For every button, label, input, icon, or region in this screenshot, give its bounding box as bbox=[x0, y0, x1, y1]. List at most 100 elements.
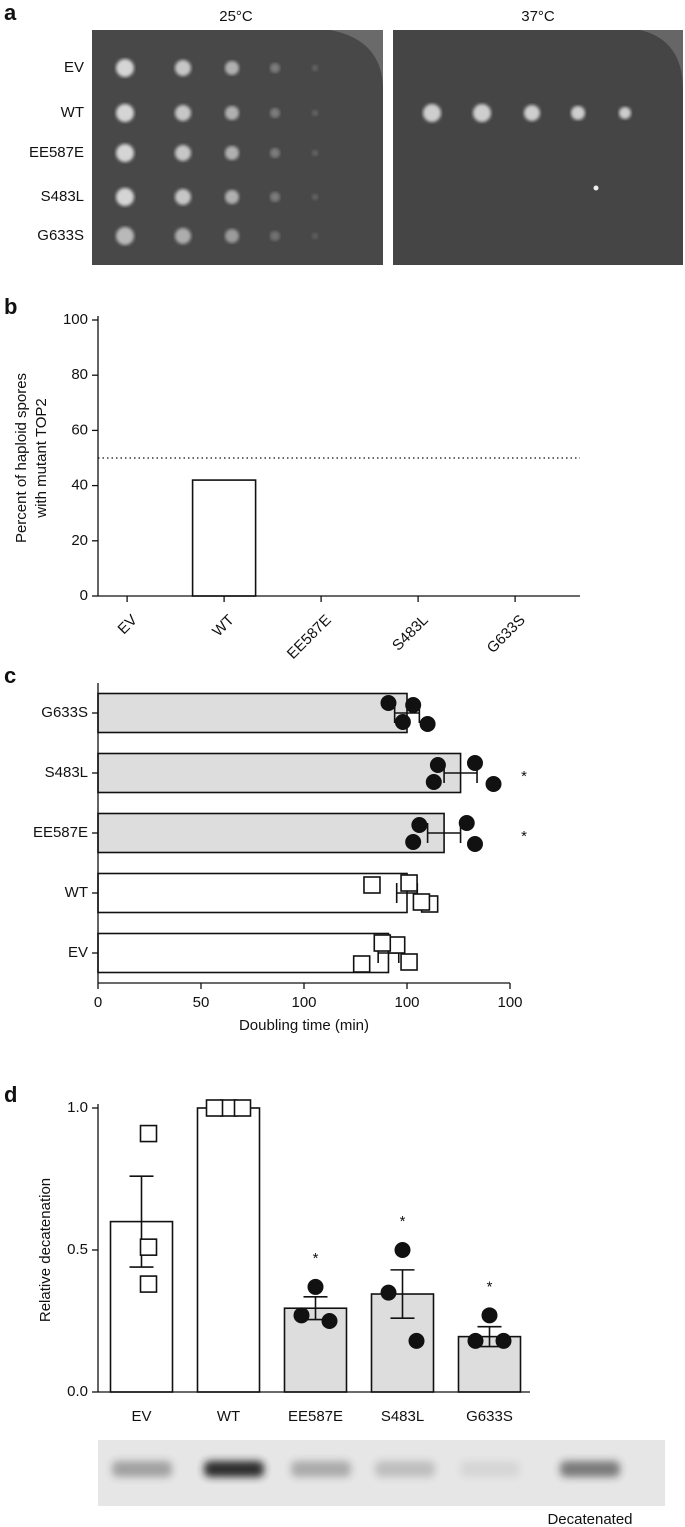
data-point bbox=[429, 757, 446, 773]
y-tick-label: EE587E bbox=[33, 824, 88, 841]
x-tick-label: 100 bbox=[291, 994, 316, 1011]
y-tick-label: G633S bbox=[41, 704, 88, 721]
gel-band bbox=[204, 1461, 264, 1477]
x-tick-label: 0 bbox=[94, 994, 102, 1011]
x-tick-label: 100 bbox=[497, 994, 522, 1011]
panel-label: a bbox=[4, 0, 17, 25]
gel bbox=[112, 1461, 620, 1477]
gel-label: Decatenated bbox=[547, 1511, 632, 1527]
data-point bbox=[458, 815, 475, 831]
x-tick-label: EV bbox=[115, 612, 141, 638]
significance-mark: * bbox=[400, 1213, 406, 1230]
data-point bbox=[139, 1238, 158, 1256]
y-tick-label: 20 bbox=[71, 532, 88, 549]
x-tick-label: G633S bbox=[484, 612, 529, 657]
spot bbox=[270, 192, 280, 202]
x-tick-label: S483L bbox=[381, 1408, 424, 1425]
x-tick-label: S483L bbox=[389, 612, 432, 655]
data-point bbox=[233, 1099, 252, 1117]
x-tick-label: 100 bbox=[394, 994, 419, 1011]
plates: a 25°C 37°C EV WT EE587E S483L G633S bbox=[4, 0, 683, 265]
spot bbox=[619, 107, 631, 119]
data-point bbox=[485, 776, 502, 792]
spot bbox=[270, 231, 280, 241]
spot bbox=[593, 185, 599, 191]
panel-label: b bbox=[4, 294, 17, 319]
bar bbox=[97, 812, 445, 854]
plate-rim bbox=[330, 30, 383, 90]
x-tick-label: EV bbox=[131, 1408, 151, 1425]
strain-label: G633S bbox=[37, 227, 84, 244]
data-point bbox=[425, 774, 442, 790]
x-tick-label: EE587E bbox=[284, 612, 335, 663]
x-tick-label: WT bbox=[217, 1408, 240, 1425]
data-point bbox=[466, 755, 483, 771]
data-point bbox=[139, 1124, 158, 1143]
data-point bbox=[481, 1307, 498, 1324]
y-tick-label: WT bbox=[65, 884, 88, 901]
condition-label: 37°C bbox=[521, 8, 555, 25]
condition-label: 25°C bbox=[219, 8, 253, 25]
strain-label: EE587E bbox=[29, 144, 84, 161]
spot bbox=[175, 60, 191, 76]
data-point bbox=[405, 834, 422, 850]
data-point bbox=[139, 1275, 158, 1293]
y-axis-label: Percent of haploid spores bbox=[13, 373, 30, 543]
y-axis-label: Relative decatenation bbox=[37, 1178, 54, 1322]
strain-label: WT bbox=[61, 104, 84, 121]
significance-mark: * bbox=[521, 828, 527, 845]
data-point bbox=[408, 1332, 425, 1349]
gel-band bbox=[560, 1461, 620, 1477]
panel-label: c bbox=[4, 663, 16, 688]
data-point bbox=[405, 697, 422, 713]
data-point bbox=[321, 1313, 338, 1329]
y-tick-label: 100 bbox=[63, 311, 88, 328]
plate-image bbox=[393, 30, 683, 265]
plate-rim bbox=[640, 30, 683, 90]
spot bbox=[116, 104, 134, 122]
spot bbox=[225, 190, 239, 204]
data-point bbox=[352, 955, 371, 973]
data-point bbox=[394, 1242, 411, 1258]
spot bbox=[116, 227, 134, 245]
chart: b 0 20 40 60 80 100 Percent of haploid spores wi… bbox=[4, 294, 580, 663]
x-tick-label: G633S bbox=[466, 1408, 513, 1425]
spot bbox=[571, 106, 585, 120]
data-point bbox=[205, 1099, 224, 1117]
spot bbox=[312, 233, 318, 239]
spot bbox=[270, 63, 280, 73]
data-point bbox=[400, 953, 418, 971]
spot bbox=[312, 150, 318, 156]
x-tick-label: WT bbox=[209, 612, 238, 641]
spot bbox=[524, 105, 540, 121]
data-point bbox=[412, 893, 431, 911]
spot bbox=[312, 65, 318, 71]
data-point bbox=[467, 1332, 484, 1349]
data-point bbox=[387, 936, 406, 954]
data-point bbox=[466, 836, 483, 852]
gel-band bbox=[375, 1461, 435, 1477]
data-point bbox=[495, 1332, 512, 1349]
gel-band bbox=[460, 1461, 520, 1477]
x-axis-label: Doubling time (min) bbox=[239, 1017, 369, 1034]
data-point bbox=[419, 716, 436, 732]
data-point bbox=[307, 1278, 324, 1295]
chart: c 0 50 100 100 100 Doubling time (min) G633S S48… bbox=[4, 663, 527, 1034]
data-point bbox=[394, 714, 411, 730]
data-point bbox=[373, 934, 392, 952]
spot bbox=[225, 106, 239, 120]
panel-label: d bbox=[4, 1082, 17, 1107]
spot bbox=[312, 110, 318, 116]
y-axis-label: with mutant TOP2 bbox=[33, 398, 50, 519]
data-point bbox=[400, 874, 418, 892]
y-tick-label: 40 bbox=[71, 477, 88, 494]
bar bbox=[196, 1107, 261, 1393]
strain-label: S483L bbox=[41, 188, 84, 205]
data-point bbox=[380, 695, 397, 711]
y-tick-label: 80 bbox=[71, 366, 88, 383]
gel-band bbox=[291, 1461, 351, 1477]
error-bar bbox=[390, 1269, 415, 1319]
spot bbox=[312, 194, 318, 200]
gel-band bbox=[112, 1461, 172, 1477]
